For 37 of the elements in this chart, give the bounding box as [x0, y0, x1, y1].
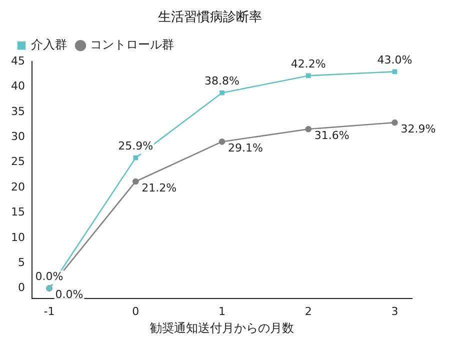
point — [392, 119, 398, 126]
y-tick-label: 10 — [10, 230, 25, 244]
data-label: 25.9% — [118, 140, 154, 153]
data-label: 0.0% — [55, 288, 84, 302]
y-tick-label: 45 — [10, 54, 25, 68]
data-label: 29.1% — [228, 142, 263, 155]
legend-label: 介入群 — [31, 38, 67, 52]
y-tick-label: 0 — [18, 281, 25, 294]
point — [220, 90, 224, 96]
y-tick-label: 35 — [10, 104, 25, 118]
data-label: 21.2% — [142, 181, 177, 194]
y-tick-label: 20 — [10, 180, 25, 194]
point — [306, 73, 311, 78]
point — [305, 126, 312, 132]
legend-label: コントロール群 — [90, 38, 174, 52]
x-axis-title: 勧奨通知送付月からの月数 — [150, 320, 294, 335]
data-label: 43.0% — [377, 54, 412, 67]
chart-title: 生活習慣病診断率 — [158, 9, 262, 26]
x-tick-label: 3 — [391, 304, 398, 318]
data-label: 0.0% — [35, 270, 64, 284]
data-label: 42.2% — [290, 58, 326, 71]
y-tick-label: 15 — [10, 206, 25, 219]
y-tick-label: 25 — [10, 155, 25, 168]
point — [392, 69, 398, 74]
x-tick-label: 2 — [304, 304, 312, 318]
x-tick-label: -1 — [44, 304, 55, 318]
data-label: 32.9% — [400, 122, 436, 136]
point — [218, 138, 226, 145]
data-label: 31.6% — [314, 128, 350, 142]
x-tick-label: 0 — [132, 304, 140, 318]
y-tick-label: 5 — [18, 256, 25, 269]
point — [132, 178, 139, 185]
y-tick-label: 30 — [10, 130, 25, 144]
point — [133, 155, 138, 160]
data-label: 38.8% — [204, 74, 240, 88]
x-tick-label: 1 — [218, 304, 226, 318]
y-tick-label: 40 — [10, 80, 25, 93]
